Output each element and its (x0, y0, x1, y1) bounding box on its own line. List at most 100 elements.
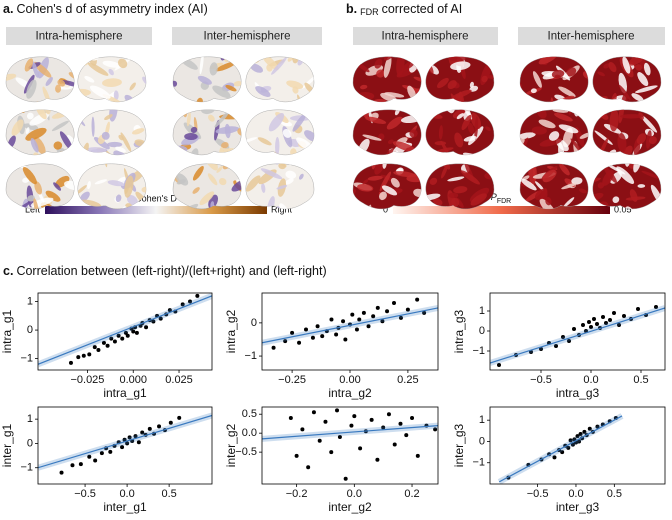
y-tick-label: −1 (20, 462, 33, 474)
brain-patch (275, 136, 280, 155)
brain-patch (600, 152, 614, 163)
brain-patch (542, 169, 557, 183)
brain-patch (631, 93, 644, 102)
point (306, 465, 311, 470)
colorbar-right: Right (271, 204, 293, 214)
point (343, 476, 348, 481)
point (177, 415, 182, 420)
brain-texture (353, 56, 422, 102)
point (87, 352, 92, 357)
point (601, 315, 605, 319)
brain-patch (85, 102, 90, 110)
brain-patch (456, 113, 465, 120)
panel-label: a. (3, 2, 13, 16)
brain-patch (637, 184, 646, 188)
y-tick-label: 0.5 (242, 408, 257, 420)
brain-patch (362, 178, 369, 185)
brain-patch (291, 212, 304, 224)
brain-patch (276, 185, 288, 190)
point (589, 325, 593, 329)
point (392, 442, 397, 447)
brain-patch (77, 88, 91, 97)
axes-frame (489, 406, 666, 485)
point (622, 314, 626, 318)
brain-patch (59, 131, 73, 151)
y-tick-label: 0 (27, 324, 33, 336)
y-tick-label: 0.0 (242, 427, 257, 439)
point (357, 317, 362, 322)
y-axis-label: inter_g1 (0, 423, 14, 467)
point (595, 322, 599, 326)
brain-patch (42, 47, 46, 56)
point (592, 317, 596, 321)
point (350, 312, 355, 317)
brain-patch (609, 109, 619, 132)
point (349, 423, 354, 428)
point (587, 320, 591, 324)
brain-patch (620, 114, 644, 119)
brain-patch (87, 62, 109, 76)
brain-patch (592, 177, 601, 183)
header: Inter-hemisphere (548, 31, 635, 43)
panel-c-title: c. Correlation between (left-right)/(left… (3, 264, 327, 278)
point (595, 424, 600, 429)
brain-patch (77, 185, 87, 195)
brain-patch (201, 109, 215, 115)
brain-patch (440, 163, 449, 165)
x-tick-label: −0.5 (527, 488, 549, 500)
x-tick-label: 0.5 (607, 488, 622, 500)
brain-patch (219, 177, 227, 186)
brain-patch (84, 75, 95, 83)
brain-patch (100, 91, 116, 102)
brain-patch (212, 85, 231, 99)
brain-patch (618, 84, 631, 101)
brain-patch (633, 163, 642, 173)
brain-patch (462, 45, 471, 54)
brain-patch (622, 56, 631, 74)
brain-patch (359, 84, 368, 90)
point (587, 426, 592, 431)
brain-patch (268, 112, 285, 132)
brain-patch (367, 175, 383, 181)
plot-area (38, 293, 212, 368)
brain-patch (618, 109, 625, 124)
brain-patch (558, 124, 579, 134)
point (81, 353, 86, 358)
brain-patch (374, 163, 387, 175)
point (567, 339, 571, 343)
brain-patch (51, 120, 69, 132)
brain-patch (221, 45, 232, 53)
brain-patch (603, 102, 610, 111)
point (147, 426, 152, 431)
brain-patch (646, 130, 652, 149)
brain-patch (298, 173, 304, 180)
brain-patch (534, 181, 545, 191)
point (381, 425, 386, 430)
brain-patch (652, 163, 661, 169)
x-tick-label: 0.0 (568, 488, 583, 500)
point (398, 421, 403, 426)
point (352, 414, 357, 419)
point (123, 330, 128, 335)
point (96, 348, 101, 353)
y-axis-label: inter_g3 (452, 423, 466, 467)
brain (172, 163, 242, 210)
brain-patch (448, 192, 459, 199)
brain-patch (30, 137, 39, 153)
brain-patch (463, 135, 477, 142)
brain-patch (485, 126, 491, 131)
brain-patch (199, 56, 204, 75)
brain-patch (94, 179, 108, 185)
x-tick-label: 0.025 (165, 374, 193, 386)
brain-patch (175, 173, 189, 186)
brain-patch (207, 173, 218, 186)
point (568, 438, 573, 443)
brain-patch (89, 85, 111, 99)
brain-patch (192, 187, 200, 194)
brain-patch (180, 203, 199, 209)
brain-patch (539, 137, 563, 147)
point (297, 340, 302, 345)
brain-patch (387, 139, 394, 144)
brain-patch (450, 61, 471, 71)
trend-line (262, 424, 438, 440)
